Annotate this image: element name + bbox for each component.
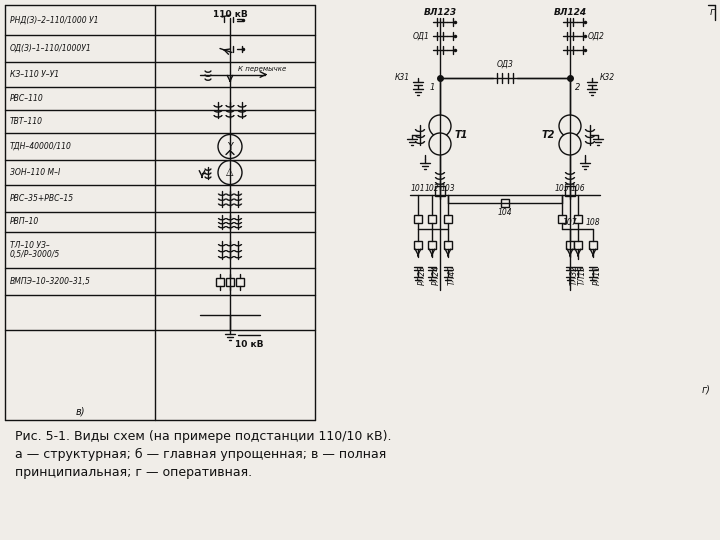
Circle shape (559, 115, 581, 137)
Bar (444, 215, 452, 223)
Bar (226, 278, 234, 286)
Bar (428, 215, 436, 223)
Text: ТДН–40000/110: ТДН–40000/110 (10, 142, 72, 151)
Bar (565, 186, 575, 196)
Bar (589, 241, 597, 249)
Bar (435, 186, 445, 196)
Text: К31: К31 (395, 73, 410, 83)
Text: ТЛ32: ТЛ32 (570, 265, 579, 285)
Text: К перемычке: К перемычке (238, 65, 287, 71)
Text: ВЛ124: ВЛ124 (554, 8, 587, 17)
Text: 10 кВ: 10 кВ (235, 340, 264, 349)
Text: РВС–35+РВС–15: РВС–35+РВС–15 (10, 194, 74, 203)
Text: 0,5/Р–3000/5: 0,5/Р–3000/5 (10, 251, 60, 260)
Text: 104: 104 (498, 208, 513, 217)
Bar (558, 215, 566, 223)
Text: ОД(З)–1–110/1000У1: ОД(З)–1–110/1000У1 (10, 44, 91, 53)
Text: ТЛ13: ТЛ13 (578, 265, 587, 285)
Text: ОД2: ОД2 (588, 31, 605, 40)
Text: РЛ23: РЛ23 (418, 265, 427, 285)
Bar (566, 241, 574, 249)
Text: Рис. 5-1. Виды схем (на примере подстанции 110/10 кВ).: Рис. 5-1. Виды схем (на примере подстанц… (15, 430, 392, 443)
Text: Y: Y (227, 141, 233, 152)
Text: 106: 106 (571, 184, 585, 193)
Text: 101: 101 (410, 184, 426, 193)
Text: РВС–110: РВС–110 (10, 94, 44, 103)
Text: К32: К32 (600, 73, 615, 83)
Text: 110 кВ: 110 кВ (212, 10, 248, 19)
Text: ОД3: ОД3 (497, 60, 513, 69)
Text: 2: 2 (575, 83, 580, 92)
Text: г: г (709, 7, 714, 17)
Text: ЗОН–110 М–I: ЗОН–110 М–I (10, 168, 60, 177)
Text: РВП–10: РВП–10 (10, 218, 40, 226)
Text: 105: 105 (554, 184, 570, 193)
Text: ТВТ–110: ТВТ–110 (10, 117, 43, 126)
Text: принципиальная; г — оперативная.: принципиальная; г — оперативная. (15, 466, 252, 479)
Text: РЛ24: РЛ24 (432, 265, 441, 285)
Circle shape (218, 160, 242, 185)
Text: в): в) (76, 407, 85, 417)
Bar (236, 278, 244, 286)
Bar (444, 241, 452, 249)
Text: △: △ (226, 167, 234, 178)
Bar (501, 199, 509, 207)
Text: Т1: Т1 (455, 130, 469, 140)
Bar (574, 215, 582, 223)
Circle shape (559, 133, 581, 155)
Bar (414, 241, 422, 249)
Circle shape (429, 133, 451, 155)
Text: ТЛ–10 УЗ–: ТЛ–10 УЗ– (10, 241, 50, 251)
Circle shape (429, 115, 451, 137)
Text: ВМПЭ–10–3200–31,5: ВМПЭ–10–3200–31,5 (10, 277, 91, 286)
Text: 102: 102 (425, 184, 439, 193)
Text: Т2: Т2 (541, 130, 555, 140)
Circle shape (218, 134, 242, 159)
Text: 1: 1 (430, 83, 435, 92)
Bar (428, 241, 436, 249)
Text: РЛ11: РЛ11 (593, 265, 602, 285)
Text: 108: 108 (585, 218, 600, 227)
Text: ОД1: ОД1 (413, 31, 430, 40)
Text: а — структурная; б — главная упрощенная; в — полная: а — структурная; б — главная упрощенная;… (15, 448, 386, 461)
Bar (216, 278, 224, 286)
Text: РНД(З)–2–110/1000 У1: РНД(З)–2–110/1000 У1 (10, 16, 99, 24)
Text: КЗ–110 У–У1: КЗ–110 У–У1 (10, 70, 59, 79)
Text: 103: 103 (441, 184, 455, 193)
Text: ВЛ123: ВЛ123 (423, 8, 456, 17)
Text: ТЛ40: ТЛ40 (448, 265, 457, 285)
Text: г): г) (701, 385, 710, 395)
Bar (414, 215, 422, 223)
Bar (574, 241, 582, 249)
Text: 107: 107 (563, 218, 577, 227)
